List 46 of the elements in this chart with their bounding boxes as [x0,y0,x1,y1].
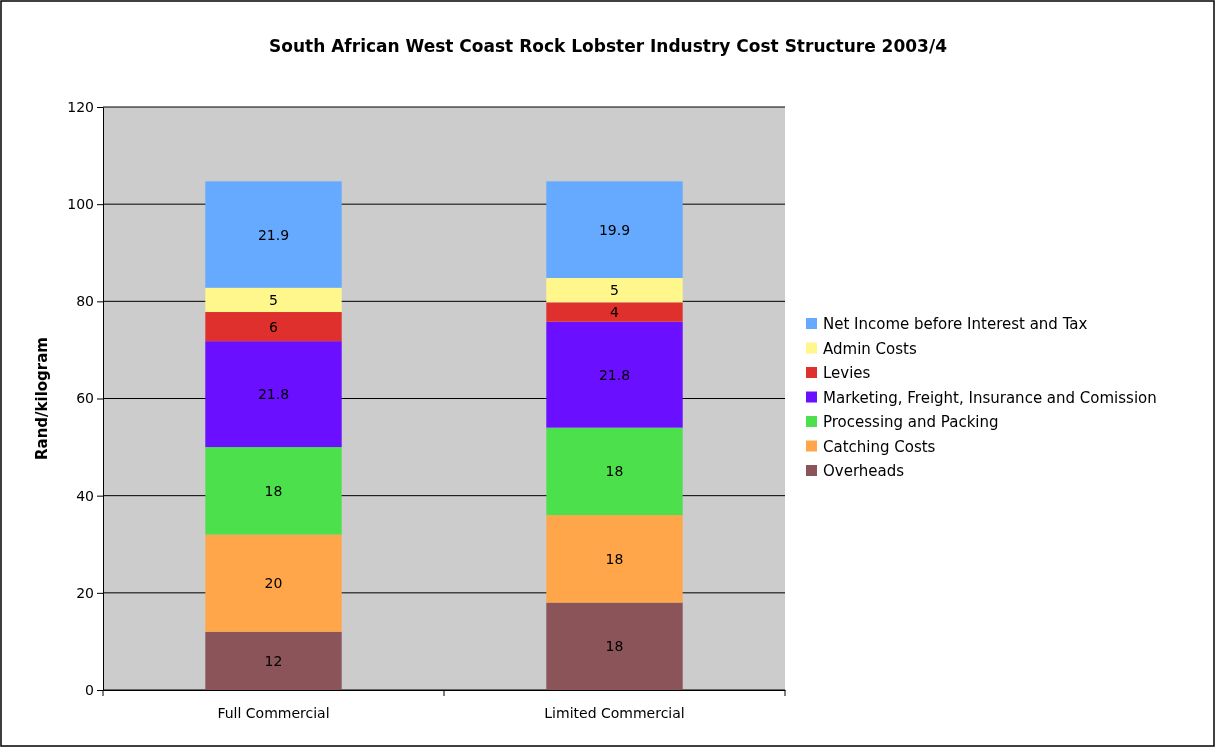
data-label: 5 [610,282,619,299]
bar [205,447,342,535]
bar [205,341,342,448]
data-label: 20 [264,575,283,592]
data-label: 12 [264,652,283,669]
data-label: 18 [605,550,624,567]
y-tick-label: 40 [76,487,94,504]
legend-label: Overheads [823,462,905,480]
y-tick-label: 80 [76,293,94,310]
y-tick-label: 0 [85,681,94,698]
y-tick-label: 20 [76,584,94,601]
bar [546,321,683,428]
chart-title: South African West Coast Rock Lobster Industry Cost Structure 2003/4 [269,36,948,56]
legend-label: Marketing, Freight, Insurance and Comission [823,388,1157,407]
bar [546,278,683,303]
data-label: 19.9 [598,221,631,238]
bar [205,312,342,342]
legend-label: Admin Costs [823,339,917,358]
legend-label: Catching Costs [823,437,936,456]
bar [205,534,342,632]
bar [546,302,683,322]
data-label: 21.8 [257,386,290,403]
y-tick-label: 60 [76,390,94,407]
data-label: 18 [605,463,624,480]
legend-label: Levies [823,364,871,382]
bar [546,515,683,603]
bar [205,181,342,288]
data-label: 6 [269,318,279,335]
data-label: 21.8 [598,366,631,383]
data-label: 18 [264,482,283,499]
bar [205,631,342,690]
legend-label: Processing and Packing [823,413,999,431]
data-label: 5 [269,291,278,308]
bar [546,181,683,279]
bar [546,602,683,690]
y-axis-title: Rand/kilogram [33,336,51,461]
legend-label: Net Income before Interest and Tax [823,315,1088,333]
x-tick-label: Full Commercial [217,704,330,721]
data-label: 21.9 [257,226,290,243]
bar [205,287,342,313]
data-label: 18 [605,638,624,655]
bar [546,427,683,516]
x-tick-label: Limited Commercial [544,704,685,721]
data-label: 4 [610,304,620,321]
y-tick-label: 120 [67,98,94,115]
y-tick-label: 100 [67,196,94,213]
